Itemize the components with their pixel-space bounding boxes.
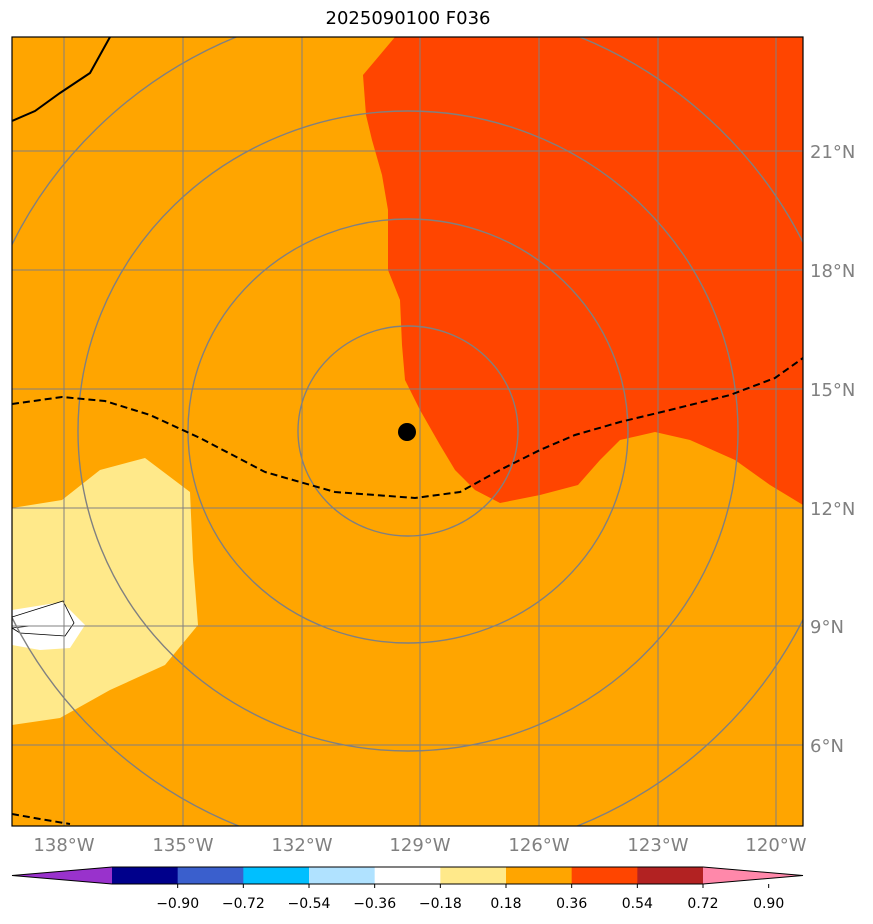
lat-label: 15°N xyxy=(810,380,855,401)
lon-label: 132°W xyxy=(271,835,332,856)
colorbar-tick-label: −0.72 xyxy=(222,896,265,912)
colorbar-segment xyxy=(637,867,704,884)
colorbar-outline xyxy=(11,866,804,885)
lat-label: 21°N xyxy=(810,142,855,163)
latitude-labels: 21°N 18°N 15°N 12°N 9°N 6°N xyxy=(810,142,855,757)
colorbar-tick-label: 0.18 xyxy=(490,896,521,912)
lat-label: 9°N xyxy=(810,617,844,638)
field-light xyxy=(12,458,198,725)
lon-label: 129°W xyxy=(389,835,450,856)
colorbar-segment xyxy=(571,867,638,884)
lon-label: 126°W xyxy=(508,835,569,856)
colorbar-tick-label: −0.54 xyxy=(288,896,331,912)
colorbar-segment xyxy=(177,867,244,884)
dashed-contour xyxy=(12,357,803,500)
map-plot-area xyxy=(12,37,803,826)
colorbar-tick-label: −0.36 xyxy=(353,896,396,912)
colorbar-tick-label: −0.90 xyxy=(156,896,199,912)
colorbar-extend-low xyxy=(12,867,112,884)
lon-label: 123°W xyxy=(627,835,688,856)
colorbar-tick-label: −0.18 xyxy=(419,896,462,912)
colorbar: −0.90 −0.72 −0.54 −0.36 −0.18 0.18 0.36 0.54 0.7… xyxy=(11,866,804,912)
field-high xyxy=(363,37,803,505)
dashed-contour-corner xyxy=(12,813,71,825)
colorbar-segment xyxy=(440,867,507,884)
colorbar-tick-label: 0.72 xyxy=(687,896,718,912)
lat-label: 12°N xyxy=(810,499,855,520)
lon-label: 138°W xyxy=(33,835,94,856)
colorbar-tick-label: 0.90 xyxy=(753,896,784,912)
colorbar-segment xyxy=(374,867,441,884)
colorbar-segment xyxy=(243,867,310,884)
colorbar-tick-label: 0.54 xyxy=(622,896,653,912)
longitude-labels: 138°W 135°W 132°W 129°W 126°W 123°W 120°… xyxy=(33,835,806,856)
lon-label: 135°W xyxy=(152,835,213,856)
colorbar-tick-label: 0.36 xyxy=(556,896,587,912)
colorbar-extend-high xyxy=(703,867,803,884)
solid-contour xyxy=(12,37,111,122)
range-rings xyxy=(12,37,803,826)
storm-center-marker xyxy=(398,423,416,441)
colorbar-segment xyxy=(112,867,179,884)
map-frame xyxy=(11,36,804,827)
lat-label: 6°N xyxy=(810,736,844,757)
colorbar-segment xyxy=(506,867,573,884)
gridlines xyxy=(12,37,803,826)
lon-label: 120°W xyxy=(745,835,806,856)
map-title: 2025090100 F036 xyxy=(325,8,491,29)
lat-label: 18°N xyxy=(810,261,855,282)
colorbar-segment xyxy=(309,867,376,884)
